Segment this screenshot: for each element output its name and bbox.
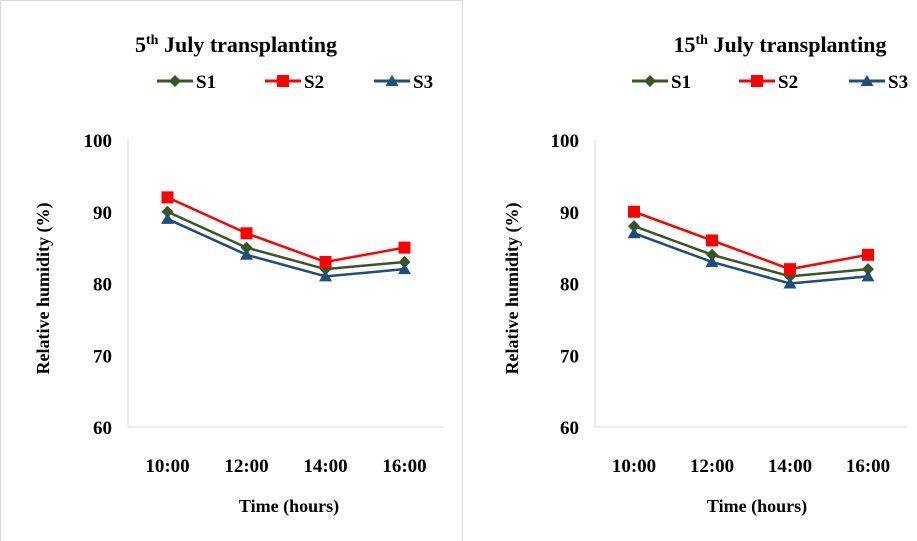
series-line-s1 xyxy=(633,224,869,278)
x-tick-label: 16:00 xyxy=(382,456,426,477)
panel-border-top xyxy=(1,0,464,1)
data-point-s1 xyxy=(862,263,874,276)
chart-panel-right: 15th July transplanting S1 S2 S3 60 70 80 90 100… xyxy=(463,0,917,541)
legend-marker-s2 xyxy=(751,75,763,87)
x-tick-label: 10:00 xyxy=(612,456,656,477)
x-tick-label: 12:00 xyxy=(690,456,734,477)
y-tick-label: 80 xyxy=(560,275,579,296)
chart-title-number: 15 xyxy=(674,32,696,57)
data-point-s3 xyxy=(398,263,411,275)
legend-marker-s3 xyxy=(860,75,874,86)
y-axis-label: Relative humidity (%) xyxy=(502,203,523,375)
legend-label-s3: S3 xyxy=(413,72,433,93)
chart-group: 15th July transplanting S1 S2 S3 60 70 80 90 100… xyxy=(502,32,908,517)
y-axis-label: Relative humidity (%) xyxy=(33,203,54,375)
legend-label-s2: S2 xyxy=(304,72,324,93)
data-point-s2 xyxy=(161,191,174,204)
legend-label-s2: S2 xyxy=(778,72,798,93)
chart-title-superscript: th xyxy=(696,33,709,48)
y-tick-label: 90 xyxy=(93,203,112,224)
chart-title: 15th July transplanting xyxy=(674,32,887,57)
chart-title-text: July transplanting xyxy=(158,32,337,57)
chart-title-superscript: th xyxy=(146,33,159,48)
data-point-s3 xyxy=(705,255,719,267)
data-point-s1 xyxy=(240,241,253,254)
y-tick-label: 80 xyxy=(93,275,112,296)
y-tick-label: 60 xyxy=(93,418,112,439)
chart-15th-july: 15th July transplanting S1 S2 S3 60 70 80 90 100… xyxy=(502,32,908,517)
x-tick-label: 12:00 xyxy=(224,456,268,477)
chart-title-text: July transplanting xyxy=(708,32,887,57)
legend-marker-s2 xyxy=(277,75,289,87)
data-point-s2 xyxy=(319,255,332,268)
x-axis-label: Time (hours) xyxy=(239,496,339,517)
chart-panel-left: 5th July transplanting S1 S2 S3 60 70 80 90 100 1… xyxy=(0,0,464,541)
data-point-s3 xyxy=(161,212,174,224)
data-point-s2 xyxy=(628,205,640,218)
y-tick-label: 90 xyxy=(560,203,579,224)
data-point-s3 xyxy=(319,270,332,282)
data-point-s3 xyxy=(783,277,797,289)
series-line-s2 xyxy=(166,196,405,264)
data-point-s3 xyxy=(627,227,641,239)
y-tick-label: 60 xyxy=(560,418,579,439)
data-point-s2 xyxy=(862,248,874,261)
x-tick-label: 14:00 xyxy=(303,456,347,477)
x-tick-label: 10:00 xyxy=(145,456,189,477)
series-line-s3 xyxy=(166,217,405,278)
data-point-s2 xyxy=(398,241,411,254)
legend-label-s1: S1 xyxy=(671,72,691,93)
data-point-s2 xyxy=(240,227,253,240)
legend-label-s1: S1 xyxy=(196,72,216,93)
chart-5th-july: 5th July transplanting S1 S2 S3 60 70 80 90 100 1… xyxy=(33,32,444,517)
legend-label-s3: S3 xyxy=(888,72,908,93)
data-point-s1 xyxy=(161,205,174,218)
data-point-s3 xyxy=(861,270,875,282)
data-point-s3 xyxy=(240,248,253,260)
series-line-s1 xyxy=(166,210,405,271)
y-tick-label: 70 xyxy=(560,346,579,367)
y-tick-label: 100 xyxy=(551,131,580,152)
chart-title-number: 5 xyxy=(135,32,146,57)
data-point-s1 xyxy=(398,255,411,268)
x-tick-label: 14:00 xyxy=(768,456,812,477)
series-line-s2 xyxy=(633,210,869,271)
x-axis-label: Time (hours) xyxy=(707,496,807,517)
chart-group: 5th July transplanting S1 S2 S3 60 70 80 90 100 1… xyxy=(33,32,444,517)
legend-marker-s3 xyxy=(385,75,399,86)
x-tick-label: 16:00 xyxy=(846,456,890,477)
legend-marker-s1 xyxy=(644,75,656,87)
data-point-s2 xyxy=(784,263,796,276)
series-line-s3 xyxy=(633,232,869,285)
y-tick-label: 100 xyxy=(84,131,113,152)
data-point-s2 xyxy=(706,234,718,247)
legend-marker-s1 xyxy=(169,75,181,87)
chart-title: 5th July transplanting xyxy=(135,32,337,57)
data-point-s1 xyxy=(628,220,640,233)
data-point-s1 xyxy=(706,248,718,261)
y-tick-label: 70 xyxy=(93,346,112,367)
